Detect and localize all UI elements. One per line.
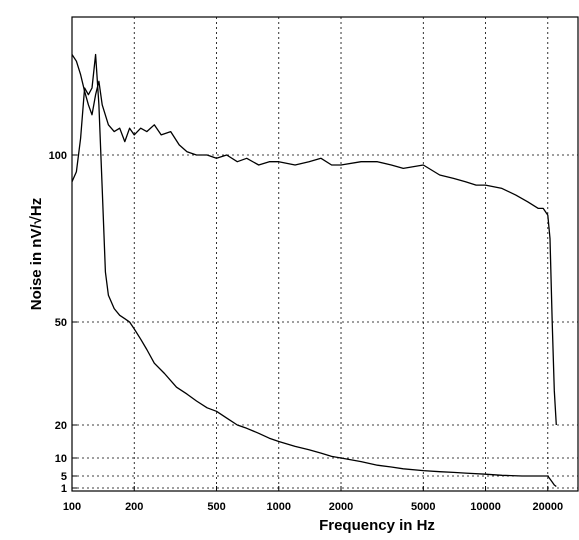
y-tick-label: 10 (55, 453, 67, 465)
y-tick-label: 1 (61, 483, 67, 495)
x-tick-label: 20000 (532, 501, 563, 513)
x-tick-label: 5000 (411, 501, 435, 513)
series-layer (71, 53, 557, 488)
tick-labels: 100 200 500 1000 2000 5000 10000 20000 15 10 20 50 1… (49, 150, 563, 513)
x-tick-label: 10000 (470, 501, 501, 513)
y-tick-label: 100 (49, 150, 67, 162)
y-tick-label: 50 (55, 317, 67, 329)
x-tick-label: 500 (207, 501, 225, 513)
y-axis-label: Noise in nV/√Hz (28, 198, 45, 310)
x-tick-label: 100 (63, 501, 81, 513)
noise-series-line-2 (71, 53, 557, 488)
x-axis-label: Frequency in Hz (319, 517, 435, 534)
y-tick-label: 20 (55, 420, 67, 432)
x-tick-label: 1000 (267, 501, 291, 513)
y-tick-label: 5 (61, 471, 67, 483)
x-tick-label: 200 (125, 501, 143, 513)
noise-series-line-1 (71, 54, 557, 426)
x-tick-label: 2000 (329, 501, 353, 513)
plot-frame (71, 16, 579, 492)
grid-layer (71, 17, 578, 491)
